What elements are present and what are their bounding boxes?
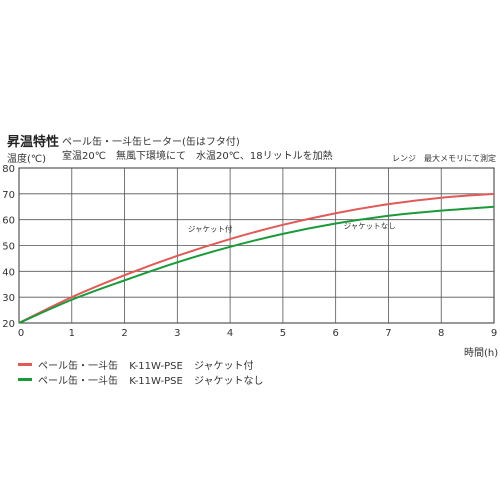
annotation-jacket: ジャケット付 (188, 223, 233, 233)
x-tick-label: 9 (491, 328, 497, 339)
series-line-no-jacket (18, 205, 495, 324)
x-tick-label: 6 (332, 328, 338, 339)
x-tick-label: 1 (69, 328, 75, 339)
x-tick-label: 2 (121, 328, 127, 339)
y-tick-label: 30 (2, 293, 15, 304)
x-tick-label: 8 (438, 328, 444, 339)
y-tick-label: 40 (2, 267, 15, 278)
chart-title: 昇温特性 (7, 135, 60, 150)
x-tick-label: 4 (227, 328, 233, 339)
legend-variant: ジャケット付 (194, 361, 254, 372)
y-tick-label: 50 (2, 242, 15, 253)
series-line-jacket (18, 192, 495, 324)
x-axis-label: 時間(h) (464, 348, 499, 359)
x-tick-label: 0 (18, 328, 24, 339)
test-conditions: 室温20℃ 無風下環境にて 水温20℃、18リットルを加熱 (62, 151, 333, 162)
y-axis-label: 温度(℃) (7, 154, 47, 165)
y-tick-label: 60 (2, 216, 15, 227)
legend-entry-no-jacket: ペール缶・一斗缶 K-11W-PSE ジャケットなし (18, 372, 272, 387)
measurement-note: レンジ 最大メモリにて測定 (392, 154, 496, 163)
annotation-no-jacket: ジャケットなし (344, 222, 396, 231)
legend-entry-jacket: ペール缶・一斗缶 K-11W-PSE ジャケット付 (18, 357, 262, 372)
legend-product: ペール缶・一斗缶 (38, 376, 118, 387)
chart-subtitle: ペール缶・一斗缶ヒーター(缶はフタ付) (62, 137, 240, 148)
legend-swatch-green (18, 378, 32, 381)
y-tick-label: 70 (2, 190, 15, 201)
legend-variant: ジャケットなし (194, 376, 264, 387)
legend-model: K-11W-PSE (129, 361, 183, 372)
legend-swatch-red (18, 363, 32, 366)
legend-model: K-11W-PSE (129, 376, 183, 387)
y-tick-label: 80 (2, 164, 15, 175)
x-tick-label: 3 (174, 328, 180, 339)
y-tick-label: 20 (2, 319, 15, 330)
x-tick-label: 7 (385, 328, 391, 339)
legend-product: ペール缶・一斗缶 (38, 361, 118, 372)
x-tick-label: 5 (280, 328, 286, 339)
